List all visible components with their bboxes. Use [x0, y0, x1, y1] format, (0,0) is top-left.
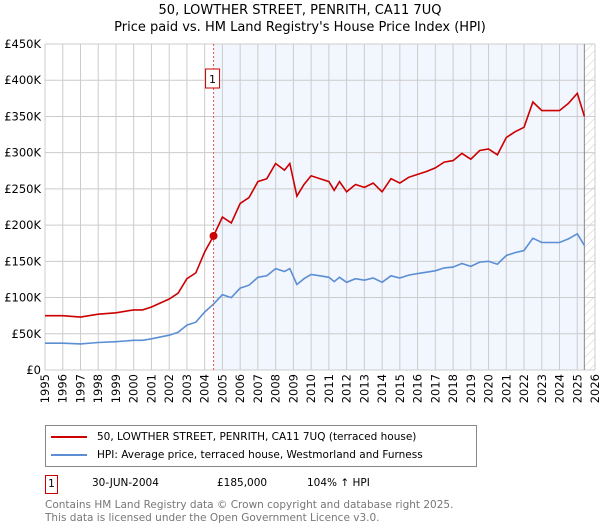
annotation-box — [205, 68, 221, 89]
y-tick-label: £250K — [4, 182, 41, 196]
sale-date: 30-JUN-2004 — [92, 477, 159, 489]
y-tick-label: £300K — [4, 146, 41, 160]
x-tick-label: 2020 — [482, 374, 496, 403]
y-tick-label: £400K — [4, 73, 41, 87]
x-tick-label: 2014 — [375, 374, 389, 403]
footer-line1: Contains HM Land Registry data © Crown c… — [45, 499, 454, 511]
footer: Contains HM Land Registry data © Crown c… — [45, 499, 453, 525]
x-tick-label: 2009 — [286, 374, 300, 403]
y-tick-label: £0 — [26, 363, 41, 377]
x-tick-label: 2005 — [215, 374, 229, 403]
chart-subtitle: Price paid vs. HM Land Registry's House … — [114, 20, 486, 35]
annotation-label: 1 — [209, 73, 216, 86]
x-tick-label: 2022 — [517, 374, 531, 403]
x-tick-label: 2015 — [393, 374, 407, 403]
chart-title: 50, LOWTHER STREET, PENRITH, CA11 7UQ — [158, 3, 442, 18]
x-tick-label: 1996 — [56, 374, 70, 403]
x-tick-label: 1995 — [38, 374, 52, 403]
series-line — [45, 232, 586, 345]
x-tick-label: 2013 — [357, 374, 371, 403]
x-tick-label: 2003 — [180, 374, 194, 403]
post-sale-shading — [213, 44, 585, 370]
x-tick-label: 2002 — [162, 374, 176, 403]
y-tick-label: £50K — [12, 327, 42, 341]
x-tick-label: 2004 — [198, 374, 212, 403]
x-tick-label: 1999 — [109, 374, 123, 403]
x-tick-label: 2017 — [428, 374, 442, 403]
legend-blue-line — [51, 454, 87, 456]
x-tick-label: 2016 — [411, 374, 425, 403]
y-tick-label: £100K — [4, 291, 41, 305]
sale-marker-badge: 1 — [45, 475, 58, 494]
x-tick-label: 2010 — [304, 374, 318, 403]
x-tick-label: 1997 — [73, 374, 87, 403]
series-line — [45, 91, 586, 318]
x-tick-label: 2001 — [144, 374, 158, 403]
legend-red-line — [51, 436, 87, 438]
legend: 50, LOWTHER STREET, PENRITH, CA11 7UQ (t… — [45, 425, 477, 467]
y-tick-label: £450K — [4, 37, 41, 51]
x-tick-label: 2019 — [464, 374, 478, 403]
price-chart: 1 £0 £50K £100K £150K £200K £250K £300K £350K £40… — [4, 37, 600, 403]
x-tick-label: 2018 — [446, 374, 460, 403]
x-tick-label: 2007 — [251, 374, 265, 403]
x-tick-label: 2021 — [499, 374, 513, 403]
x-tick-label: 2006 — [233, 374, 247, 403]
y-tick-label: £200K — [4, 218, 41, 232]
x-tick-label: 2011 — [322, 374, 336, 403]
future-hatch — [584, 44, 595, 370]
x-tick-label: 2026 — [588, 374, 600, 403]
sale-point — [209, 231, 218, 240]
legend-property: 50, LOWTHER STREET, PENRITH, CA11 7UQ (t… — [97, 431, 417, 443]
legend-hpi: HPI: Average price, terraced house, West… — [97, 449, 423, 461]
x-tick-label: 2024 — [553, 374, 567, 403]
sale-price: £185,000 — [217, 477, 268, 489]
x-tick-label: 2023 — [535, 374, 549, 403]
footer-line2: This data is licensed under the Open Gov… — [45, 512, 380, 524]
y-tick-label: £350K — [4, 109, 41, 123]
y-tick-label: £150K — [4, 254, 41, 268]
x-tick-label: 2025 — [570, 374, 584, 403]
x-tick-label: 2000 — [127, 374, 141, 403]
x-tick-label: 1998 — [91, 374, 105, 403]
sale-hpi: 104% ↑ HPI — [307, 477, 370, 489]
x-tick-label: 2012 — [340, 374, 354, 403]
x-tick-label: 2008 — [269, 374, 283, 403]
